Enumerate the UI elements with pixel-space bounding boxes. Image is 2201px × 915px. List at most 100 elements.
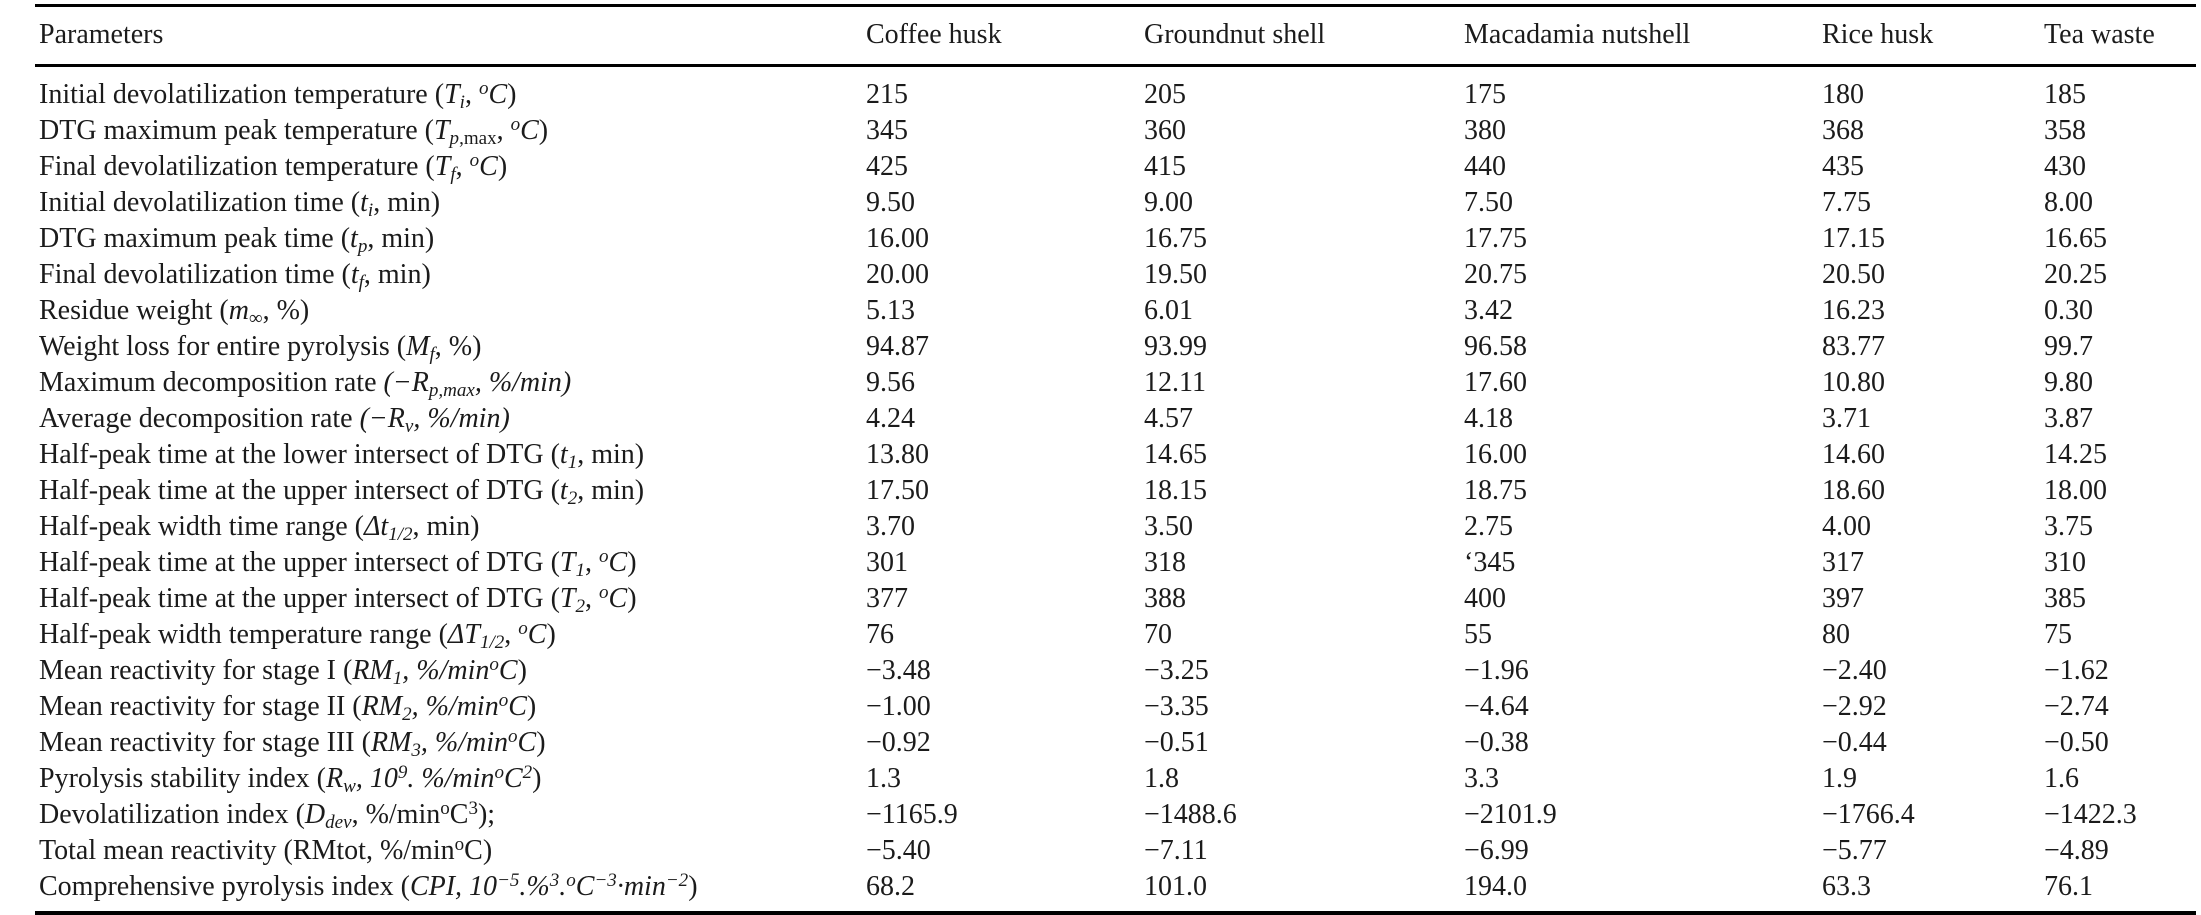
parameter-label: Final devolatilization time (tf, min)	[39, 259, 431, 294]
parameter-label: DTG maximum peak time (tp, min)	[39, 223, 435, 258]
table-row: Half-peak time at the lower intersect of…	[35, 437, 2196, 473]
value-cell: 5.13	[866, 295, 915, 326]
value-cell: 385	[2044, 583, 2086, 614]
value-cell: −2.40	[1822, 655, 1887, 686]
column-header-rice-husk: Rice husk	[1818, 5, 2040, 67]
header-row: Parameters Coffee husk Groundnut shell M…	[35, 5, 2196, 67]
value-cell: 1.3	[866, 763, 901, 794]
value-cell: 18.75	[1464, 475, 1527, 506]
value-cell: 3.87	[2044, 403, 2093, 434]
value-cell: 18.60	[1822, 475, 1885, 506]
value-cell: 20.25	[2044, 259, 2107, 290]
value-cell: 440	[1464, 151, 1506, 182]
value-cell: 180	[1822, 79, 1864, 110]
value-cell: 194.0	[1464, 871, 1527, 902]
value-cell: 63.3	[1822, 871, 1871, 902]
value-cell: 317	[1822, 547, 1864, 578]
parameter-label: Mean reactivity for stage I (RM1, %/mino…	[39, 654, 527, 690]
value-cell: 9.50	[866, 187, 915, 218]
value-cell: −0.44	[1822, 727, 1887, 758]
value-cell: 16.00	[1464, 439, 1527, 470]
value-cell: −1488.6	[1144, 799, 1237, 830]
value-cell: 2.75	[1464, 511, 1513, 542]
table-row: Final devolatilization time (tf, min) 20.…	[35, 257, 2196, 293]
parameter-label: Mean reactivity for stage III (RM3, %/mi…	[39, 726, 546, 762]
parameter-label: Half-peak time at the lower intersect of…	[39, 439, 645, 474]
value-cell: 3.42	[1464, 295, 1513, 326]
parameter-label: Devolatilization index (Ddev, %/minoC3);	[39, 798, 496, 834]
value-cell: 13.80	[866, 439, 929, 470]
value-cell: 94.87	[866, 331, 929, 362]
value-cell: −2.74	[2044, 691, 2109, 722]
table-row: Pyrolysis stability index (Rw, 109. %/mi…	[35, 761, 2196, 797]
table-row: Initial devolatilization temperature (Ti…	[35, 66, 2196, 114]
value-cell: −1165.9	[866, 799, 958, 830]
parameter-label: Pyrolysis stability index (Rw, 109. %/mi…	[39, 762, 542, 798]
value-cell: 76.1	[2044, 871, 2093, 902]
value-cell: 318	[1144, 547, 1186, 578]
table-row: Weight loss for entire pyrolysis (Mf, %)…	[35, 329, 2196, 365]
value-cell: 68.2	[866, 871, 915, 902]
table-row: DTG maximum peak time (tp, min) 16.00 16.7…	[35, 221, 2196, 257]
value-cell: 400	[1464, 583, 1506, 614]
value-cell: 3.70	[866, 511, 915, 542]
value-cell: 425	[866, 151, 908, 182]
value-cell: −4.89	[2044, 835, 2109, 866]
value-cell: 75	[2044, 619, 2072, 650]
parameter-label: Mean reactivity for stage II (RM2, %/min…	[39, 690, 537, 726]
value-cell: 4.18	[1464, 403, 1513, 434]
parameter-label: Half-peak width temperature range (ΔT1/2…	[39, 618, 556, 654]
table-row: Mean reactivity for stage III (RM3, %/mi…	[35, 725, 2196, 761]
value-cell: −2101.9	[1464, 799, 1557, 830]
value-cell: −5.40	[866, 835, 931, 866]
column-header-tea-waste: Tea waste	[2040, 5, 2196, 67]
value-cell: 10.80	[1822, 367, 1885, 398]
parameter-label: Initial devolatilization time (ti, min)	[39, 187, 441, 222]
value-cell: −0.92	[866, 727, 931, 758]
value-cell: 430	[2044, 151, 2086, 182]
table-row: DTG maximum peak temperature (Tp,max, oC…	[35, 113, 2196, 149]
value-cell: 3.50	[1144, 511, 1193, 542]
column-header-macadamia-nutshell: Macadamia nutshell	[1460, 5, 1818, 67]
value-cell: −5.77	[1822, 835, 1887, 866]
parameter-label: Final devolatilization temperature (Tf, …	[39, 150, 508, 186]
parameter-label: Half-peak time at the upper intersect of…	[39, 582, 637, 618]
pyrolysis-parameters-table: Parameters Coffee husk Groundnut shell M…	[35, 4, 2196, 915]
parameter-label: Maximum decomposition rate (−Rp,max, %/m…	[39, 367, 572, 402]
value-cell: −1766.4	[1822, 799, 1915, 830]
value-cell: −1.62	[2044, 655, 2109, 686]
value-cell: 14.25	[2044, 439, 2107, 470]
value-cell: −1.96	[1464, 655, 1529, 686]
value-cell: −2.92	[1822, 691, 1887, 722]
table-row: Comprehensive pyrolysis index (CPI, 10−5…	[35, 869, 2196, 913]
value-cell: 0.30	[2044, 295, 2093, 326]
value-cell: 380	[1464, 115, 1506, 146]
value-cell: 9.80	[2044, 367, 2093, 398]
value-cell: 20.00	[866, 259, 929, 290]
table-row: Total mean reactivity (RMtot, %/minoC) −5…	[35, 833, 2196, 869]
column-header-parameters: Parameters	[35, 5, 862, 67]
value-cell: 358	[2044, 115, 2086, 146]
value-cell: 18.00	[2044, 475, 2107, 506]
value-cell: −7.11	[1144, 835, 1208, 866]
table-row: Maximum decomposition rate (−Rp,max, %/m…	[35, 365, 2196, 401]
parameter-label: DTG maximum peak temperature (Tp,max, oC…	[39, 114, 549, 150]
column-header-groundnut-shell: Groundnut shell	[1140, 5, 1460, 67]
value-cell: 19.50	[1144, 259, 1207, 290]
table-row: Residue weight (m∞, %) 5.13 6.01 3.42 16.23 0…	[35, 293, 2196, 329]
value-cell: 388	[1144, 583, 1186, 614]
value-cell: 83.77	[1822, 331, 1885, 362]
value-cell: −1422.3	[2044, 799, 2137, 830]
value-cell: 17.60	[1464, 367, 1527, 398]
value-cell: 3.75	[2044, 511, 2093, 542]
table-row: Mean reactivity for stage II (RM2, %/min…	[35, 689, 2196, 725]
value-cell: −3.35	[1144, 691, 1209, 722]
table-row: Devolatilization index (Ddev, %/minoC3);…	[35, 797, 2196, 833]
parameter-label: Weight loss for entire pyrolysis (Mf, %)	[39, 331, 482, 366]
value-cell: −4.64	[1464, 691, 1529, 722]
value-cell: 16.00	[866, 223, 929, 254]
value-cell: 18.15	[1144, 475, 1207, 506]
value-cell: 205	[1144, 79, 1186, 110]
value-cell: 16.23	[1822, 295, 1885, 326]
value-cell: 4.57	[1144, 403, 1193, 434]
